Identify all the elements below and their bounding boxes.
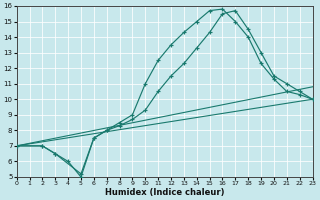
X-axis label: Humidex (Indice chaleur): Humidex (Indice chaleur) [105,188,224,197]
